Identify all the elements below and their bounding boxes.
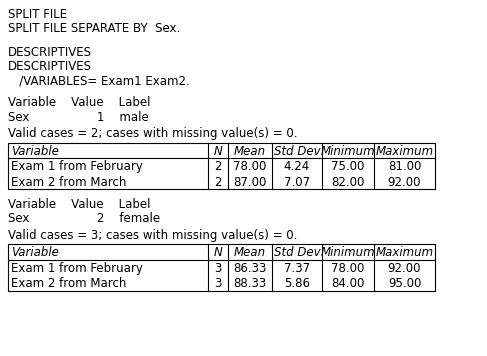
Text: Variable    Value    Label: Variable Value Label (8, 198, 150, 211)
Text: 75.00: 75.00 (331, 161, 365, 173)
Text: Sex                  2    female: Sex 2 female (8, 212, 160, 225)
Text: Exam 2 from March: Exam 2 from March (11, 277, 126, 290)
Text: Exam 1 from February: Exam 1 from February (11, 161, 143, 173)
Text: 84.00: 84.00 (331, 277, 365, 290)
Text: Mean: Mean (234, 145, 266, 158)
Text: Maximum: Maximum (375, 246, 433, 259)
Text: SPLIT FILE: SPLIT FILE (8, 8, 67, 21)
Text: Mean: Mean (234, 246, 266, 259)
Text: 81.00: 81.00 (388, 161, 421, 173)
Text: 7.37: 7.37 (284, 262, 310, 275)
Text: Maximum: Maximum (375, 145, 433, 158)
Text: Std Dev: Std Dev (274, 246, 320, 259)
Text: 95.00: 95.00 (388, 277, 421, 290)
Text: 88.33: 88.33 (233, 277, 266, 290)
Text: 3: 3 (214, 262, 222, 275)
Bar (8, 244, 435, 291)
Text: 7.07: 7.07 (284, 176, 310, 189)
Text: Sex                  1    male: Sex 1 male (8, 111, 149, 124)
Text: 92.00: 92.00 (388, 262, 421, 275)
Text: Exam 1 from February: Exam 1 from February (11, 262, 143, 275)
Text: 2: 2 (214, 176, 222, 189)
Text: N: N (214, 246, 223, 259)
Text: 4.24: 4.24 (284, 161, 310, 173)
Text: 5.86: 5.86 (284, 277, 310, 290)
Text: Variable: Variable (11, 246, 59, 259)
Text: Minimum: Minimum (320, 145, 375, 158)
Text: SPLIT FILE SEPARATE BY  Sex.: SPLIT FILE SEPARATE BY Sex. (8, 22, 180, 36)
Text: Variable    Value    Label: Variable Value Label (8, 96, 150, 109)
Text: DESCRIPTIVES: DESCRIPTIVES (8, 60, 92, 73)
Text: 87.00: 87.00 (233, 176, 267, 189)
Text: Valid cases = 3; cases with missing value(s) = 0.: Valid cases = 3; cases with missing valu… (8, 229, 298, 242)
Text: 2: 2 (214, 161, 222, 173)
Text: DESCRIPTIVES: DESCRIPTIVES (8, 46, 92, 59)
Text: 86.33: 86.33 (233, 262, 267, 275)
Text: 3: 3 (214, 277, 222, 290)
Text: 82.00: 82.00 (331, 176, 365, 189)
Text: 78.00: 78.00 (233, 161, 267, 173)
Text: Minimum: Minimum (320, 246, 375, 259)
Text: N: N (214, 145, 223, 158)
Text: Variable: Variable (11, 145, 59, 158)
Bar (8, 143, 435, 189)
Text: Std Dev: Std Dev (274, 145, 320, 158)
Text: 78.00: 78.00 (331, 262, 365, 275)
Text: /VARIABLES= Exam1 Exam2.: /VARIABLES= Exam1 Exam2. (8, 75, 190, 88)
Text: 92.00: 92.00 (388, 176, 421, 189)
Text: Exam 2 from March: Exam 2 from March (11, 176, 126, 189)
Text: Valid cases = 2; cases with missing value(s) = 0.: Valid cases = 2; cases with missing valu… (8, 127, 298, 141)
